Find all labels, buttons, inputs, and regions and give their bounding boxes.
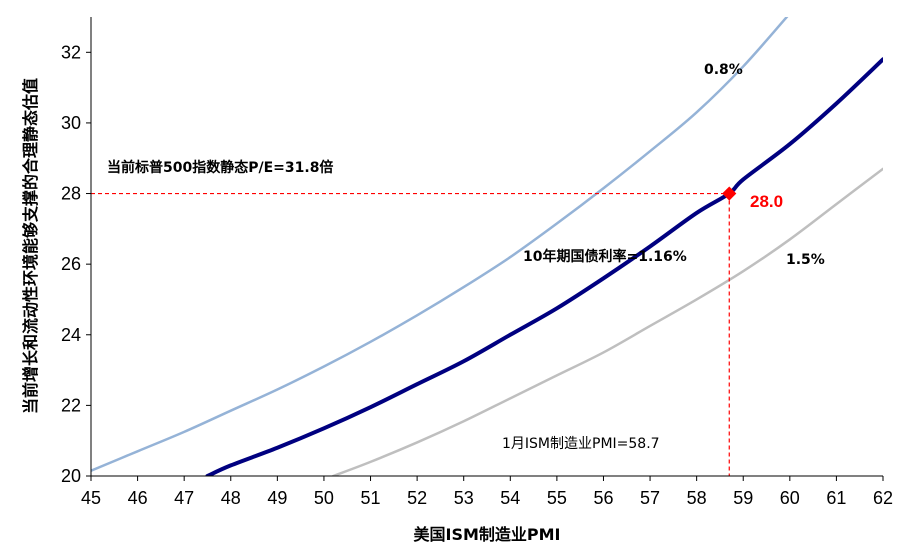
x-tick-label: 47 <box>174 488 194 508</box>
x-tick-label: 56 <box>593 488 613 508</box>
series-line-2 <box>332 167 883 476</box>
y-tick-label: 30 <box>61 113 81 133</box>
x-tick-label: 53 <box>454 488 474 508</box>
x-tick-label: 46 <box>128 488 148 508</box>
x-tick-label: 58 <box>687 488 707 508</box>
series-layer <box>91 17 883 476</box>
y-tick-label: 32 <box>61 42 81 62</box>
x-tick-label: 54 <box>500 488 520 508</box>
y-tick-label: 20 <box>61 466 81 486</box>
x-tick-label: 51 <box>361 488 381 508</box>
series-label-0-8: 0.8% <box>704 62 743 78</box>
x-tick-label: 52 <box>407 488 427 508</box>
y-tick-label: 26 <box>61 254 81 274</box>
x-tick-label: 59 <box>733 488 753 508</box>
series-label-1-5: 1.5% <box>786 252 825 268</box>
reference-lines <box>91 186 737 476</box>
series-line-1 <box>205 57 883 476</box>
pmi-annotation: 1月ISM制造业PMI=58.7 <box>502 436 660 452</box>
y-tick-label: 28 <box>61 184 81 204</box>
x-axis-title: 美国ISM制造业PMI <box>413 525 560 544</box>
highlight-marker <box>722 186 737 201</box>
pe-annotation: 当前标普500指数静态P/E=31.8倍 <box>107 159 333 176</box>
axes <box>90 17 883 477</box>
x-tick-label: 45 <box>81 488 101 508</box>
x-tick-label: 62 <box>873 488 893 508</box>
highlight-value-label: 28.0 <box>750 192 783 211</box>
x-tick-label: 61 <box>826 488 846 508</box>
x-ticks: 45 46 47 48 49 50 51 52 53 54 55 56 57 58 59 60 61 62 <box>81 476 893 508</box>
x-tick-label: 48 <box>221 488 241 508</box>
y-tick-label: 24 <box>61 325 81 345</box>
y-axis-title: 当前增长和流动性环境能够支撑的合理静态估值 <box>21 78 40 414</box>
series-label-1-16: 10年期国债利率=1.16% <box>523 248 687 265</box>
x-tick-label: 55 <box>547 488 567 508</box>
y-ticks: 20 22 24 26 28 30 32 <box>61 42 91 486</box>
x-tick-label: 57 <box>640 488 660 508</box>
x-tick-label: 49 <box>267 488 287 508</box>
x-tick-label: 60 <box>780 488 800 508</box>
series-line-0 <box>91 17 789 472</box>
x-tick-label: 50 <box>314 488 334 508</box>
y-tick-label: 22 <box>61 395 81 415</box>
